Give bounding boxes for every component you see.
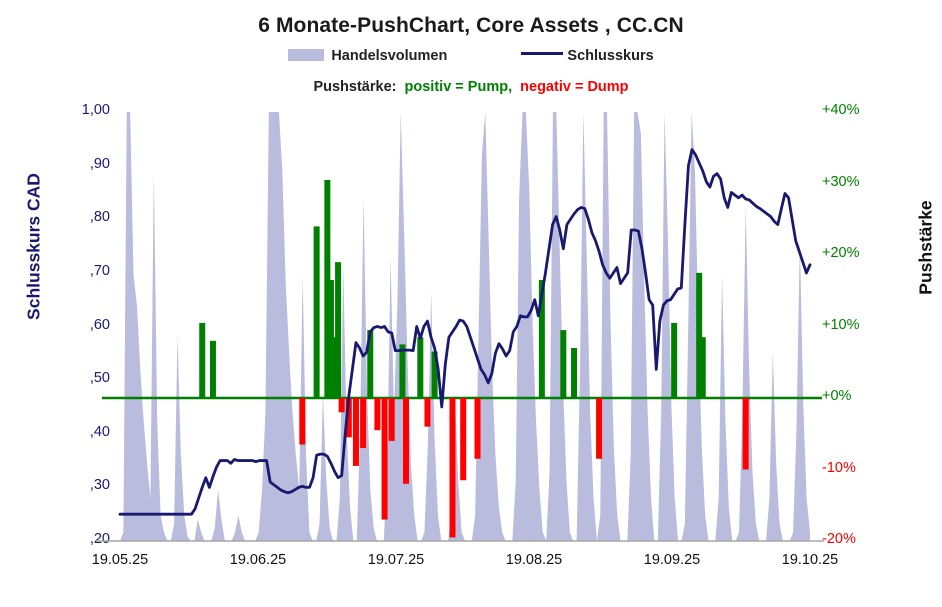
left-axis-tick: ,70 <box>89 262 110 279</box>
legend-push-negative: negativ = Dump <box>520 79 629 95</box>
legend-push-prefix: Pushstärke: <box>313 79 397 95</box>
push-bar-negative <box>345 398 352 438</box>
push-bar-negative <box>742 398 749 470</box>
push-bar-positive <box>209 340 216 398</box>
x-axis-tick: 19.08.25 <box>505 552 563 568</box>
push-bar-positive <box>696 272 703 399</box>
right-axis-tick: +30% <box>822 173 860 190</box>
push-bar-negative <box>449 398 456 538</box>
left-axis-tick: ,20 <box>89 531 110 547</box>
push-bar-negative <box>299 398 306 445</box>
left-axis-ticks: 1,00 ,90 ,80 ,70 ,60 ,50 ,40 ,30 ,20 <box>18 0 110 607</box>
left-axis-tick: ,50 <box>89 370 110 387</box>
push-bar-positive <box>538 280 545 398</box>
push-bar-negative <box>381 398 388 520</box>
push-bar-positive <box>199 322 206 398</box>
x-axis-tick: 19.05.25 <box>91 552 149 568</box>
push-bar-positive <box>431 351 438 398</box>
left-axis-tick: ,80 <box>89 209 110 226</box>
right-axis-tick: -20% <box>822 531 856 547</box>
right-axis-ticks: +40% +30% +20% +10% +0% -10% -20% <box>822 0 902 607</box>
volume-area <box>120 112 810 541</box>
push-bar-negative <box>360 398 367 449</box>
right-axis-tick: +40% <box>822 102 860 118</box>
volume-swatch-icon <box>288 49 325 62</box>
legend-item-volume: Handelsvolumen <box>288 48 447 64</box>
push-bar-negative <box>474 398 481 459</box>
push-bar-positive <box>367 330 374 398</box>
push-bar-negative <box>460 398 467 481</box>
legend-push-positive: positiv = Pump, <box>404 79 513 95</box>
push-bar-negative <box>352 398 359 466</box>
push-bar-positive <box>331 337 338 398</box>
push-bar-negative <box>403 398 410 484</box>
right-axis-tick: +10% <box>822 316 860 333</box>
chart-title: 6 Monate-PushChart, Core Assets , CC.CN <box>258 14 684 37</box>
right-axis-tick: +20% <box>822 245 860 261</box>
push-bar-negative <box>374 398 381 431</box>
push-bar-positive <box>560 330 567 398</box>
push-bar-positive <box>327 280 334 398</box>
left-axis-tick: ,60 <box>89 316 110 333</box>
x-axis-tick: 19.10.25 <box>781 552 839 568</box>
push-bar-positive <box>571 347 578 398</box>
push-bar-positive <box>324 179 331 398</box>
price-line-swatch-icon <box>521 51 564 55</box>
left-axis-tick: ,90 <box>89 155 110 172</box>
push-bar-negative <box>338 398 345 413</box>
price-line <box>118 148 812 516</box>
push-bar-negative <box>424 398 431 427</box>
push-bar-negative <box>596 398 603 459</box>
legend-series-row: Handelsvolumen Schlusskurs <box>0 48 942 64</box>
push-bar-positive <box>313 226 320 398</box>
legend-label-volume: Handelsvolumen <box>331 48 448 65</box>
legend-push-row: Pushstärke: positiv = Pump, negativ = Du… <box>0 79 942 95</box>
push-bar-negative <box>388 398 395 441</box>
legend-label-price: Schlusskurs <box>567 48 654 65</box>
push-bar-positive <box>399 344 406 399</box>
x-axis-tick: 19.09.25 <box>643 552 701 568</box>
right-axis-tick: +0% <box>822 388 852 404</box>
left-axis-tick: 1,00 <box>81 102 110 118</box>
x-axis-tick: 19.06.25 <box>229 552 287 568</box>
legend-item-price: Schlusskurs <box>521 48 654 65</box>
push-bar-positive <box>335 262 342 398</box>
push-bar-positive <box>417 337 424 398</box>
push-bar-positive <box>671 322 678 398</box>
left-axis-tick: ,40 <box>89 423 110 440</box>
push-bar-positive <box>699 337 706 398</box>
left-axis-tick: ,30 <box>89 477 110 494</box>
right-axis-tick: -10% <box>822 459 856 476</box>
x-axis-tick: 19.07.25 <box>367 552 425 568</box>
